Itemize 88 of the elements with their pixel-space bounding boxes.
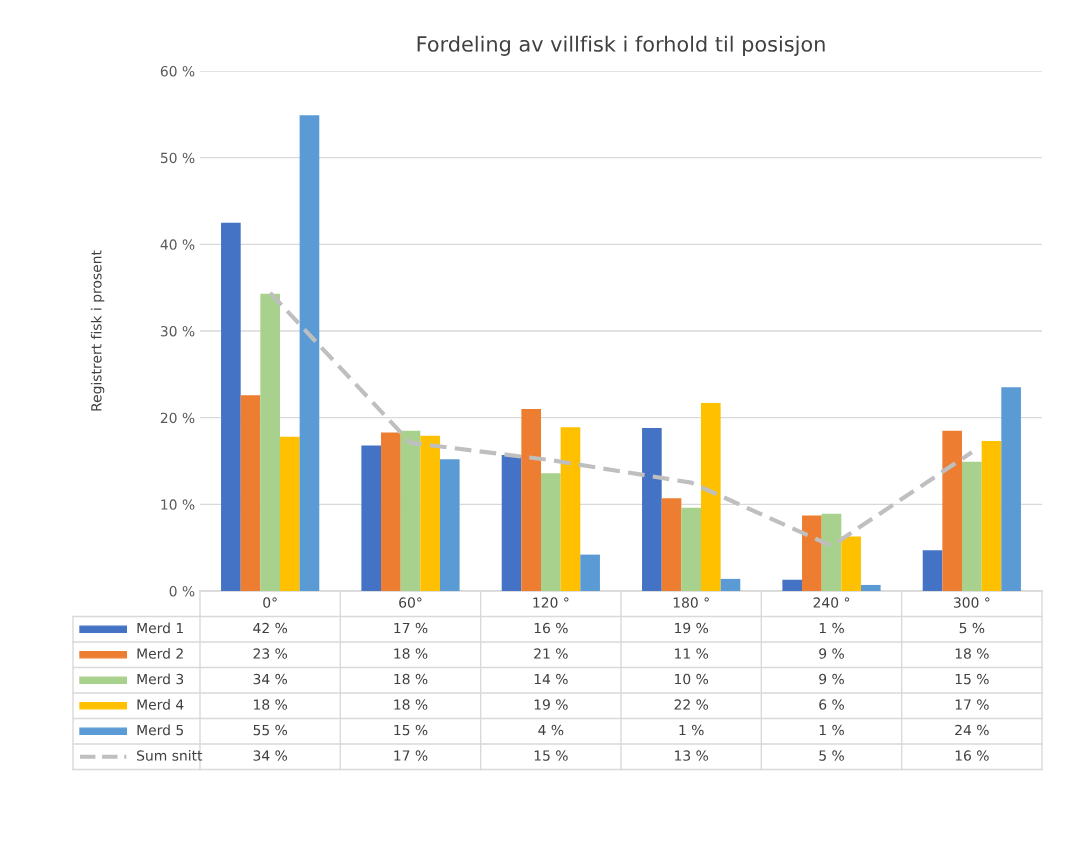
bar [860, 584, 881, 591]
data-label: 9 % [819, 673, 844, 685]
data-label: 13 % [675, 750, 709, 761]
data-label: 11 % [675, 648, 709, 659]
data-label: 14 % [534, 673, 568, 685]
data-label: 18 % [394, 673, 428, 685]
y-axis-title: Registrert fisk i prosent [90, 250, 105, 411]
data-label: 24 % [955, 724, 989, 736]
bar [962, 461, 982, 591]
data-label: 17 % [394, 750, 428, 761]
legend-label: Merd 1 [137, 622, 183, 634]
x-tick-label: 180 ° [673, 597, 709, 608]
data-label: 34 % [253, 673, 288, 685]
bar [279, 436, 300, 591]
data-label: 34 % [253, 750, 288, 761]
data-label: 1 % [679, 724, 704, 736]
bar [700, 402, 721, 591]
legend-label: Merd 4 [137, 699, 184, 710]
bar [981, 441, 1002, 591]
bar [782, 579, 803, 591]
data-label: 21 % [534, 648, 568, 659]
legend-label: Merd 3 [137, 673, 184, 685]
legend-label: Merd 5 [137, 724, 183, 736]
data-label: 22 % [674, 699, 709, 710]
bar [802, 515, 822, 591]
legend-label: Sum snitt [137, 750, 203, 761]
bar [560, 427, 581, 591]
bar [661, 498, 682, 591]
bar [720, 578, 741, 591]
bar [521, 409, 542, 591]
data-label: 18 % [394, 699, 428, 710]
data-label: 1 % [819, 724, 844, 736]
y-tick-label: 0 % [169, 585, 195, 597]
bar [1001, 387, 1021, 591]
data-label: 17 % [394, 622, 428, 634]
data-label: 16 % [534, 622, 568, 634]
legend-label: Merd 2 [137, 648, 183, 659]
data-label: 15 % [955, 673, 989, 685]
data-label: 1 % [819, 622, 844, 634]
y-tick-label: 40 % [160, 239, 195, 250]
data-label: 16 % [955, 750, 989, 761]
data-label: 10 % [675, 673, 709, 685]
data-label: 18 % [955, 648, 989, 659]
bar [221, 222, 241, 591]
bar [642, 428, 662, 591]
x-tick-label: 60° [399, 597, 422, 608]
x-tick-label: 120 ° [533, 597, 569, 608]
data-label: 9 % [819, 648, 844, 659]
data-label: 5 % [959, 622, 985, 634]
x-tick-label: 300 ° [953, 597, 990, 608]
data-label: 17 % [955, 699, 989, 710]
y-tick-label: 20 % [160, 412, 195, 424]
bar [841, 536, 861, 591]
x-tick-label: 240 ° [813, 597, 850, 608]
y-tick-label: 50 % [160, 152, 195, 164]
bar [400, 430, 421, 591]
data-label: 18 % [254, 699, 288, 710]
bar [501, 454, 522, 591]
data-label: 15 % [394, 724, 428, 736]
data-label: 23 % [253, 648, 288, 659]
data-label: 6 % [819, 699, 844, 710]
bar [361, 445, 382, 591]
bar [821, 513, 842, 591]
bar [942, 430, 963, 591]
bar [541, 473, 561, 591]
bar [420, 435, 440, 591]
bar [260, 293, 280, 591]
x-tick-label: 0° [263, 597, 277, 608]
bar [439, 459, 460, 591]
data-label: 15 % [534, 750, 568, 761]
data-label: 18 % [394, 648, 428, 659]
bar [922, 550, 943, 591]
chart-title: Fordeling av villfisk i forhold til posisjon [417, 35, 825, 56]
data-label: 55 % [253, 724, 288, 736]
line-series [268, 290, 974, 549]
bar [580, 554, 600, 591]
y-tick-label: 30 % [160, 325, 195, 337]
data-label: 5 % [819, 750, 844, 761]
bar [681, 507, 701, 591]
data-label: 19 % [675, 622, 709, 634]
bar [299, 115, 320, 591]
data-label: 4 % [538, 724, 564, 736]
data-label: 19 % [534, 699, 568, 710]
data-label: 42 % [253, 622, 288, 634]
bar [381, 432, 401, 591]
bar [240, 395, 261, 591]
y-tick-label: 10 % [161, 499, 195, 510]
y-tick-label: 60 % [160, 65, 195, 77]
